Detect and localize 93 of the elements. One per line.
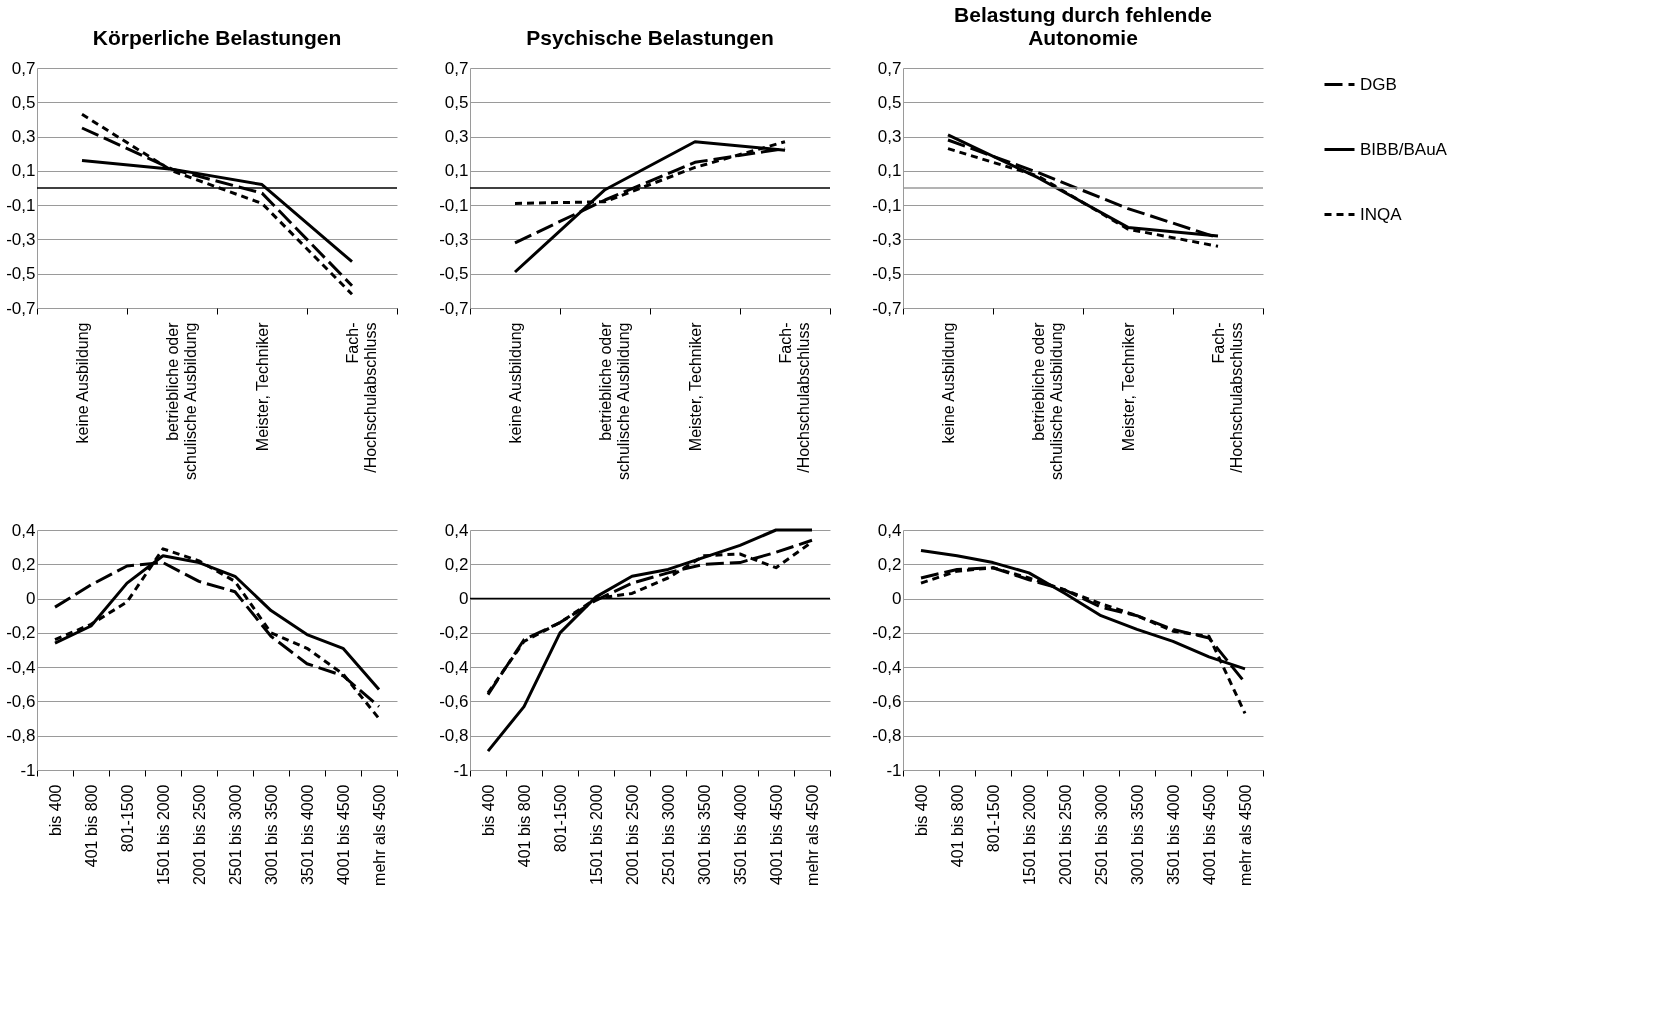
x-tick-label: Fach-/Hochschulabschluss bbox=[343, 322, 379, 473]
x-tick-label: 1501 bis 2000 bbox=[587, 784, 605, 886]
y-tick-label: 0,4 bbox=[11, 520, 36, 540]
x-tick-label: 801-1500 bbox=[984, 784, 1002, 853]
y-tick-label: -0,5 bbox=[6, 264, 36, 284]
y-tick-label: 0,3 bbox=[877, 127, 902, 147]
y-tick-label: 0,3 bbox=[444, 127, 469, 147]
y-tick-label: 0,1 bbox=[11, 161, 36, 181]
x-tick-label: mehr als 4500 bbox=[803, 784, 821, 886]
y-tick-label: -1 bbox=[886, 760, 902, 780]
y-tick-label: 0,5 bbox=[11, 92, 36, 112]
x-tick-label: 3501 bis 4000 bbox=[731, 784, 749, 886]
y-tick-label: 0,2 bbox=[11, 554, 36, 574]
x-tick-label: 4001 bis 4500 bbox=[1200, 784, 1218, 886]
y-tick-label: -0,7 bbox=[6, 298, 36, 318]
y-tick-label: -1 bbox=[453, 760, 469, 780]
y-tick-label: 0 bbox=[459, 589, 469, 609]
legend-label: DGB bbox=[1360, 74, 1397, 94]
y-tick-label: 0 bbox=[26, 589, 36, 609]
y-tick-label: 0 bbox=[892, 589, 902, 609]
x-tick-label: keine Ausbildung bbox=[939, 322, 957, 444]
x-tick-label: 1501 bis 2000 bbox=[154, 784, 172, 886]
y-tick-label: 0,1 bbox=[444, 161, 469, 181]
x-tick-label: 2501 bis 3000 bbox=[1092, 784, 1110, 886]
y-tick-label: -0,4 bbox=[6, 657, 36, 677]
y-tick-label: -0,8 bbox=[6, 726, 36, 746]
x-tick-label: 2001 bis 2500 bbox=[623, 784, 641, 886]
x-tick-label: 3001 bis 3500 bbox=[1128, 784, 1146, 886]
y-tick-label: 0,4 bbox=[877, 520, 902, 540]
chart-title: Körperliche Belastungen bbox=[92, 26, 342, 49]
y-tick-label: -0,1 bbox=[6, 195, 36, 215]
x-tick-label: keine Ausbildung bbox=[73, 322, 91, 444]
x-tick-label: 3001 bis 3500 bbox=[262, 784, 280, 886]
legend-label: INQA bbox=[1360, 204, 1403, 224]
y-tick-label: 0,5 bbox=[877, 92, 902, 112]
y-tick-label: -0,7 bbox=[872, 298, 902, 318]
y-tick-label: -0,4 bbox=[872, 657, 902, 677]
y-tick-label: -0,2 bbox=[6, 623, 36, 643]
y-tick-label: -0,3 bbox=[439, 229, 469, 249]
y-tick-label: -0,8 bbox=[439, 726, 469, 746]
x-tick-label: Meister, Techniker bbox=[1119, 321, 1137, 452]
legend-label: BIBB/BAuA bbox=[1360, 139, 1448, 159]
y-tick-label: -0,2 bbox=[439, 623, 469, 643]
y-tick-label: 0,1 bbox=[877, 161, 902, 181]
y-tick-label: 0,7 bbox=[877, 58, 902, 78]
x-tick-label: Fach-/Hochschulabschluss bbox=[776, 322, 812, 473]
x-tick-label: 2501 bis 3000 bbox=[659, 784, 677, 886]
x-tick-label: 1501 bis 2000 bbox=[1020, 784, 1038, 886]
x-tick-label: 3501 bis 4000 bbox=[1164, 784, 1182, 886]
y-tick-label: -0,6 bbox=[439, 691, 469, 711]
y-tick-label: 0,2 bbox=[877, 554, 902, 574]
x-tick-label: bis 400 bbox=[912, 784, 930, 837]
y-tick-label: -0,6 bbox=[6, 691, 36, 711]
y-tick-label: -0,3 bbox=[872, 229, 902, 249]
y-tick-label: 0,4 bbox=[444, 520, 469, 540]
y-tick-label: 0,7 bbox=[11, 58, 36, 78]
x-tick-label: mehr als 4500 bbox=[1236, 784, 1254, 886]
x-tick-label: 4001 bis 4500 bbox=[334, 784, 352, 886]
x-tick-label: mehr als 4500 bbox=[370, 784, 388, 886]
x-tick-label: 4001 bis 4500 bbox=[767, 784, 785, 886]
y-tick-label: -0,2 bbox=[872, 623, 902, 643]
y-tick-label: -0,5 bbox=[872, 264, 902, 284]
y-tick-label: -1 bbox=[20, 760, 36, 780]
y-tick-label: -0,4 bbox=[439, 657, 469, 677]
x-tick-label: 401 bis 800 bbox=[948, 784, 966, 868]
x-tick-label: 3501 bis 4000 bbox=[298, 784, 316, 886]
x-tick-label: keine Ausbildung bbox=[506, 322, 524, 444]
y-tick-label: 0,5 bbox=[444, 92, 469, 112]
x-tick-label: 2001 bis 2500 bbox=[190, 784, 208, 886]
y-tick-label: 0,2 bbox=[444, 554, 469, 574]
y-tick-label: -0,8 bbox=[872, 726, 902, 746]
x-tick-label: bis 400 bbox=[46, 784, 64, 837]
y-tick-label: -0,7 bbox=[439, 298, 469, 318]
x-tick-label: Fach-/Hochschulabschluss bbox=[1209, 322, 1245, 473]
x-tick-label: 3001 bis 3500 bbox=[695, 784, 713, 886]
y-tick-label: -0,5 bbox=[439, 264, 469, 284]
x-tick-label: 2001 bis 2500 bbox=[1056, 784, 1074, 886]
x-tick-label: 401 bis 800 bbox=[515, 784, 533, 868]
x-tick-label: bis 400 bbox=[479, 784, 497, 837]
y-tick-label: -0,3 bbox=[6, 229, 36, 249]
chart-title: Psychische Belastungen bbox=[526, 26, 774, 49]
y-tick-label: 0,3 bbox=[11, 127, 36, 147]
y-tick-label: -0,6 bbox=[872, 691, 902, 711]
x-tick-label: 2501 bis 3000 bbox=[226, 784, 244, 886]
x-tick-label: 401 bis 800 bbox=[82, 784, 100, 868]
x-tick-label: 801-1500 bbox=[551, 784, 569, 853]
chart-title: Belastung durch fehlende Autonomie bbox=[954, 3, 1212, 49]
y-tick-label: -0,1 bbox=[872, 195, 902, 215]
y-tick-label: -0,1 bbox=[439, 195, 469, 215]
x-tick-label: Meister, Techniker bbox=[686, 321, 704, 452]
x-tick-label: Meister, Techniker bbox=[253, 321, 271, 452]
y-tick-label: 0,7 bbox=[444, 58, 469, 78]
x-tick-label: 801-1500 bbox=[118, 784, 136, 853]
